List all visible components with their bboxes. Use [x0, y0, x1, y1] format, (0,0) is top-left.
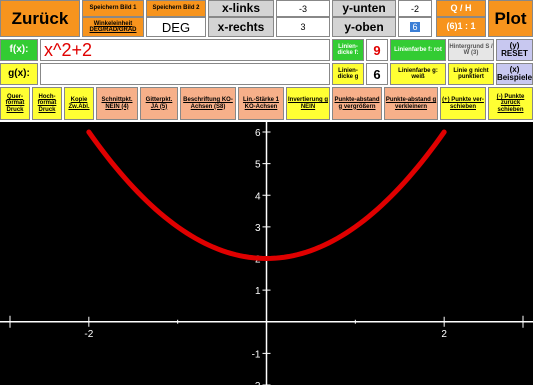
- y-tick-label: 6: [255, 128, 261, 139]
- examples-button[interactable]: (x) Beispiele: [496, 63, 533, 85]
- curve-point: [266, 258, 267, 259]
- save-image-2-button[interactable]: Speichern Bild 2: [146, 0, 206, 17]
- g-line-width-label: Linien-dicke g: [332, 63, 364, 85]
- g-line-color-button[interactable]: Linienfarbe g: weiß: [390, 63, 446, 85]
- y-down-label: y-unten: [332, 0, 396, 17]
- landscape-print-button[interactable]: Quer-format Druck: [0, 87, 30, 120]
- shift-points-back-button[interactable]: (-) Punkte zurück schieben: [488, 87, 533, 120]
- y-tick-label: 1: [255, 286, 261, 297]
- curve-point: [399, 186, 401, 188]
- g-function-label: g(x):: [0, 63, 38, 85]
- point-spacing-increase-button[interactable]: Punkte-abstand g vergrößern: [332, 87, 382, 120]
- curve-point: [132, 186, 134, 188]
- plot-button[interactable]: Plot: [488, 0, 533, 37]
- y-tick-label: 5: [255, 160, 261, 171]
- y-tick-label: 3: [255, 223, 261, 234]
- point-spacing-decrease-button[interactable]: Punkte-abstand g verkleinern: [384, 87, 438, 120]
- gridpoints-toggle-button[interactable]: Gitterpkt. JA (5): [140, 87, 178, 120]
- copy-clipboard-button[interactable]: Kopie Zw.Abl.: [64, 87, 94, 120]
- curve-point: [310, 250, 312, 252]
- curve-point: [443, 131, 445, 133]
- save-image-1-button[interactable]: Speichern Bild 1: [82, 0, 144, 17]
- x-left-input[interactable]: -3: [276, 0, 330, 17]
- qh-button[interactable]: Q / H: [436, 0, 486, 17]
- f-line-color-button[interactable]: Linienfarbe f: rot: [390, 39, 446, 61]
- y-tick-label: -2: [252, 381, 261, 385]
- x-right-label: x-rechts: [208, 17, 274, 37]
- y-up-label: y-oben: [332, 17, 396, 37]
- ratio-button[interactable]: (6)1 : 1: [436, 17, 486, 37]
- y-up-input[interactable]: 6: [398, 17, 432, 37]
- f-line-width-input[interactable]: 9: [366, 39, 388, 61]
- angle-unit-button[interactable]: Winkeleinheit DEG/RAD/GRAD: [82, 17, 144, 37]
- f-line-width-label: Linien-dicke f:: [332, 39, 364, 61]
- f-function-input[interactable]: x^2+2: [40, 39, 330, 61]
- curve-point: [88, 131, 90, 133]
- g-line-width-input[interactable]: 6: [366, 63, 388, 85]
- intersection-toggle-button[interactable]: Schnittpkt. NEIN (4): [96, 87, 138, 120]
- f-function-label: f(x):: [0, 39, 38, 61]
- background-toggle-button[interactable]: Hintergrund S / W (3): [448, 39, 494, 61]
- y-tick-label: 4: [255, 191, 261, 202]
- angle-unit-value: DEG: [146, 17, 206, 37]
- x-left-label: x-links: [208, 0, 274, 17]
- reset-button[interactable]: (y) RESET: [496, 39, 533, 61]
- x-right-input[interactable]: 3: [276, 17, 330, 37]
- curve-point: [354, 226, 356, 228]
- portrait-print-button[interactable]: Hoch-format Druck: [32, 87, 62, 120]
- curve-point: [221, 250, 223, 252]
- y-up-selected-value: 6: [410, 22, 420, 32]
- shift-points-forward-button[interactable]: (+) Punkte ver-schieben: [440, 87, 486, 120]
- axis-labels-button[interactable]: Beschriftung KO-Achsen (S8): [180, 87, 236, 120]
- g-function-input[interactable]: [40, 63, 330, 85]
- x-tick-label: -2: [84, 329, 93, 340]
- back-button[interactable]: Zurück: [0, 0, 80, 37]
- y-down-input[interactable]: -2: [398, 0, 432, 17]
- invert-g-button[interactable]: Invertierung g NEIN: [286, 87, 330, 120]
- x-tick-label: 2: [441, 329, 447, 340]
- g-dotted-toggle-button[interactable]: Linie g nicht punktiert: [448, 63, 494, 85]
- curve-point: [177, 226, 179, 228]
- y-tick-label: -1: [252, 349, 261, 360]
- axis-line-width-button[interactable]: Lin.-Stärke 1 KO-Achsen: [238, 87, 284, 120]
